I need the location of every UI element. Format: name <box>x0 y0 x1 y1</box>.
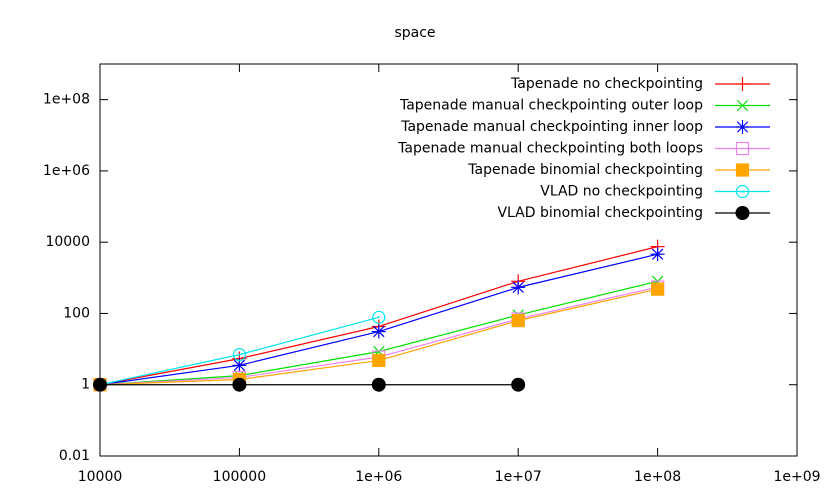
marker <box>735 163 750 177</box>
marker-shape <box>371 377 386 392</box>
x-tick-label: 1e+09 <box>773 469 820 485</box>
marker <box>371 324 386 339</box>
marker-stroke <box>651 248 664 260</box>
marker-shape <box>372 353 386 368</box>
legend-label: Tapenade manual checkpointing inner loop <box>400 119 703 135</box>
marker-shape <box>511 377 526 392</box>
marker-stroke <box>736 121 749 133</box>
marker <box>232 348 246 362</box>
marker <box>371 377 386 392</box>
marker-shape <box>232 377 247 392</box>
marker-stroke <box>373 325 385 338</box>
marker-shape <box>735 141 750 156</box>
x-tick-label: 1e+07 <box>495 469 542 485</box>
marker <box>511 280 526 295</box>
marker <box>735 77 750 91</box>
marker-shape <box>650 282 665 296</box>
x-tick-label: 1e+08 <box>634 469 681 485</box>
marker-stroke <box>736 99 749 112</box>
legend-label: Tapenade no checkpointing <box>510 76 703 92</box>
y-tick-label: 100 <box>63 305 90 321</box>
y-tick-label: 0.01 <box>59 448 90 464</box>
legend-label: VLAD no checkpointing <box>540 184 703 200</box>
marker <box>232 377 247 392</box>
marker-shape <box>511 314 525 328</box>
marker <box>736 99 749 112</box>
marker <box>372 353 386 368</box>
marker <box>511 314 525 328</box>
x-tick-label: 1e+06 <box>355 469 402 485</box>
x-tick-label: 10000 <box>78 469 123 485</box>
marker <box>93 377 107 392</box>
marker <box>735 206 750 220</box>
marker-shape <box>735 184 750 199</box>
marker <box>735 120 750 134</box>
marker-stroke <box>233 359 246 372</box>
y-tick-label: 1e+06 <box>43 163 90 179</box>
marker-shape <box>735 163 750 177</box>
marker-shape <box>372 310 386 324</box>
marker-dot <box>741 190 744 193</box>
legend-label: VLAD binomial checkpointing <box>497 205 703 221</box>
marker <box>511 377 526 392</box>
plot-frame <box>99 63 798 457</box>
marker <box>650 247 665 262</box>
chart-title: space <box>394 25 435 41</box>
marker-stroke <box>512 281 524 294</box>
y-tick-label: 1 <box>81 377 90 393</box>
marker-shape <box>93 377 107 392</box>
marker <box>735 184 750 199</box>
marker-dot <box>377 316 380 319</box>
marker-shape <box>232 348 246 362</box>
legend-label: Tapenade binomial checkpointing <box>467 162 703 178</box>
marker <box>372 310 386 324</box>
y-tick-label: 10000 <box>45 234 90 250</box>
legend-label: Tapenade manual checkpointing outer loop <box>399 98 703 114</box>
marker-dot <box>238 353 241 356</box>
y-tick-label: 1e+08 <box>43 92 90 108</box>
marker-shape <box>735 206 750 220</box>
legend-label: Tapenade manual checkpointing both loops <box>397 141 703 157</box>
x-tick-label: 100000 <box>213 469 266 485</box>
marker <box>735 141 750 156</box>
marker <box>650 282 665 296</box>
